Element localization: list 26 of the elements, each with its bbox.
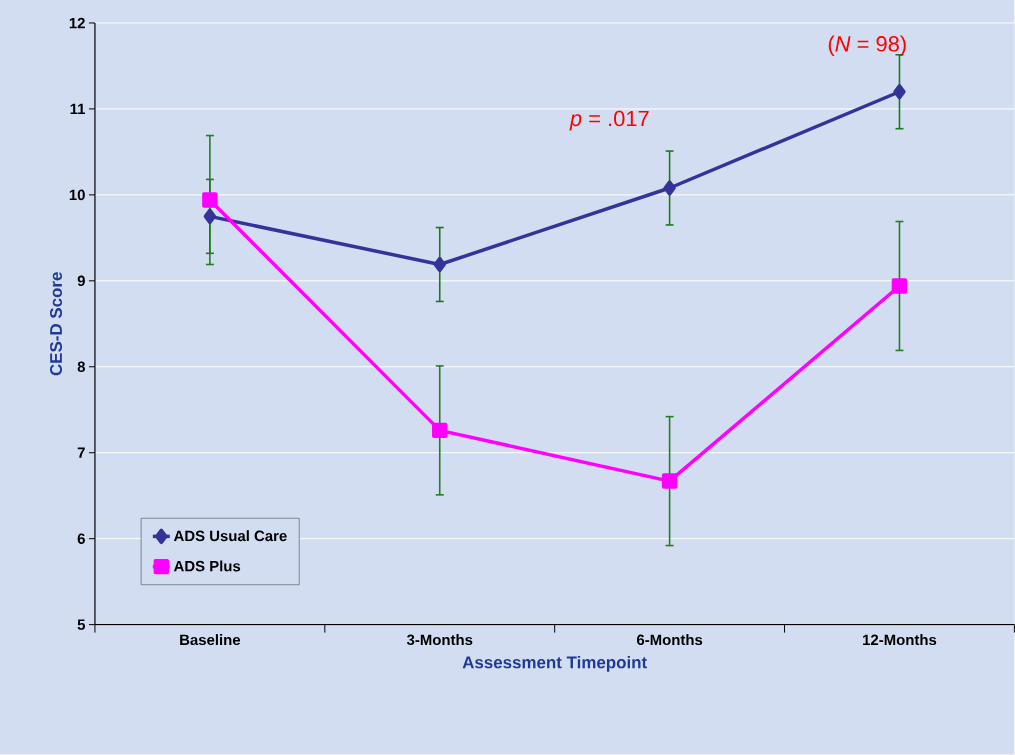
legend-label: ADS Usual Care xyxy=(173,530,287,542)
y-tick-label: 5 xyxy=(77,619,86,631)
y-tick-label: 8 xyxy=(77,361,85,373)
point xyxy=(661,473,678,490)
annotation: (N = 98) xyxy=(828,35,906,57)
x-tick-label: 12-Months xyxy=(863,634,937,646)
annotation: p = .017 xyxy=(569,110,649,131)
legend-label: ADS Plus xyxy=(173,560,241,572)
y-tick-label: 11 xyxy=(70,104,86,115)
x-tick-label: Baseline xyxy=(180,634,241,646)
y-tick-label: 7 xyxy=(77,447,85,459)
point xyxy=(893,84,906,100)
point xyxy=(432,422,448,439)
y-axis-title: CES-D Score xyxy=(50,272,63,376)
point xyxy=(202,192,218,208)
y-tick-label: 6 xyxy=(77,533,85,545)
x-tick-label: 3-Months xyxy=(406,634,473,646)
point xyxy=(663,180,676,196)
x-tick-label: 6-Months xyxy=(636,634,703,646)
y-tick-label: 10 xyxy=(69,189,85,201)
x-axis-title: Assessment Timepoint xyxy=(462,656,647,672)
point xyxy=(433,257,446,273)
y-tick-label: 9 xyxy=(77,275,85,287)
point xyxy=(203,208,217,225)
point xyxy=(891,278,908,294)
y-tick-label: 12 xyxy=(69,17,85,29)
